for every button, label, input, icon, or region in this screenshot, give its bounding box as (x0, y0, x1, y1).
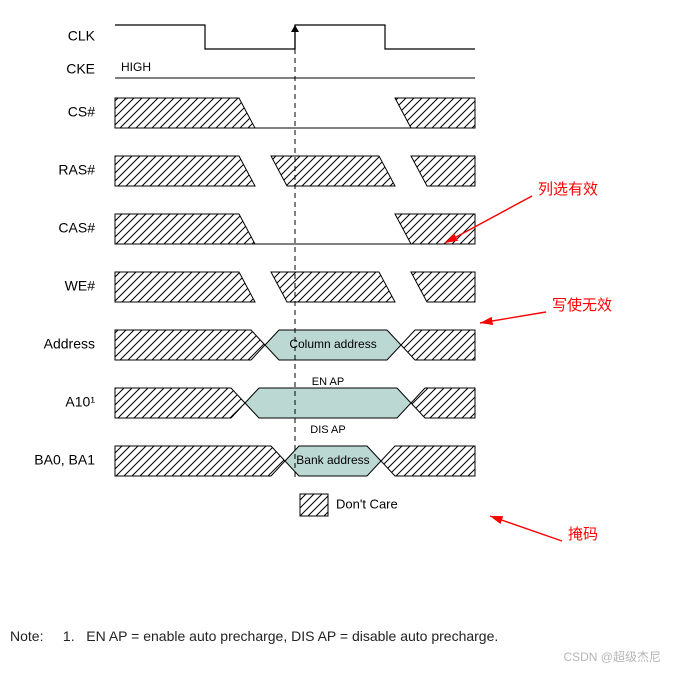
a10-top-text: EN AP (312, 376, 344, 388)
ba-text: Bank address (296, 453, 369, 467)
addr-text: Column address (289, 337, 376, 351)
ras-label: RAS# (58, 162, 95, 178)
ba-label: BA0, BA1 (34, 452, 95, 468)
cke-label: CKE (66, 61, 95, 77)
row-ba (115, 446, 475, 476)
cas-label: CAS# (58, 220, 95, 236)
cs-label: CS# (68, 104, 95, 120)
note-num: 1. (63, 628, 75, 644)
annotation-we_invalid: 写使无效 (552, 297, 612, 314)
annotation-mask: 掩码 (568, 526, 598, 543)
we-label: WE# (65, 278, 96, 294)
note-prefix: Note: (10, 628, 43, 644)
addr-label: Address (44, 336, 95, 352)
cke-value: HIGH (121, 60, 151, 74)
legend-label: Don't Care (336, 496, 398, 511)
timing-diagram: CLK CKE HIGH CS# RAS# CAS# WE# Address Column ad… (0, 0, 679, 620)
annotation-arrow-we_invalid (480, 312, 546, 323)
watermark: CSDN @超级杰尼 (563, 648, 661, 665)
note-text: EN AP = enable auto precharge, DIS AP = … (86, 628, 498, 644)
a10-label: A10¹ (65, 394, 95, 410)
clk-label: CLK (68, 28, 96, 44)
annotation-arrow-mask (490, 516, 562, 541)
note: Note: 1. EN AP = enable auto precharge, … (10, 628, 498, 644)
a10-bot-text: DIS AP (310, 424, 345, 436)
annotation-col_valid: 列选有效 (538, 181, 598, 198)
legend-swatch (300, 494, 328, 516)
